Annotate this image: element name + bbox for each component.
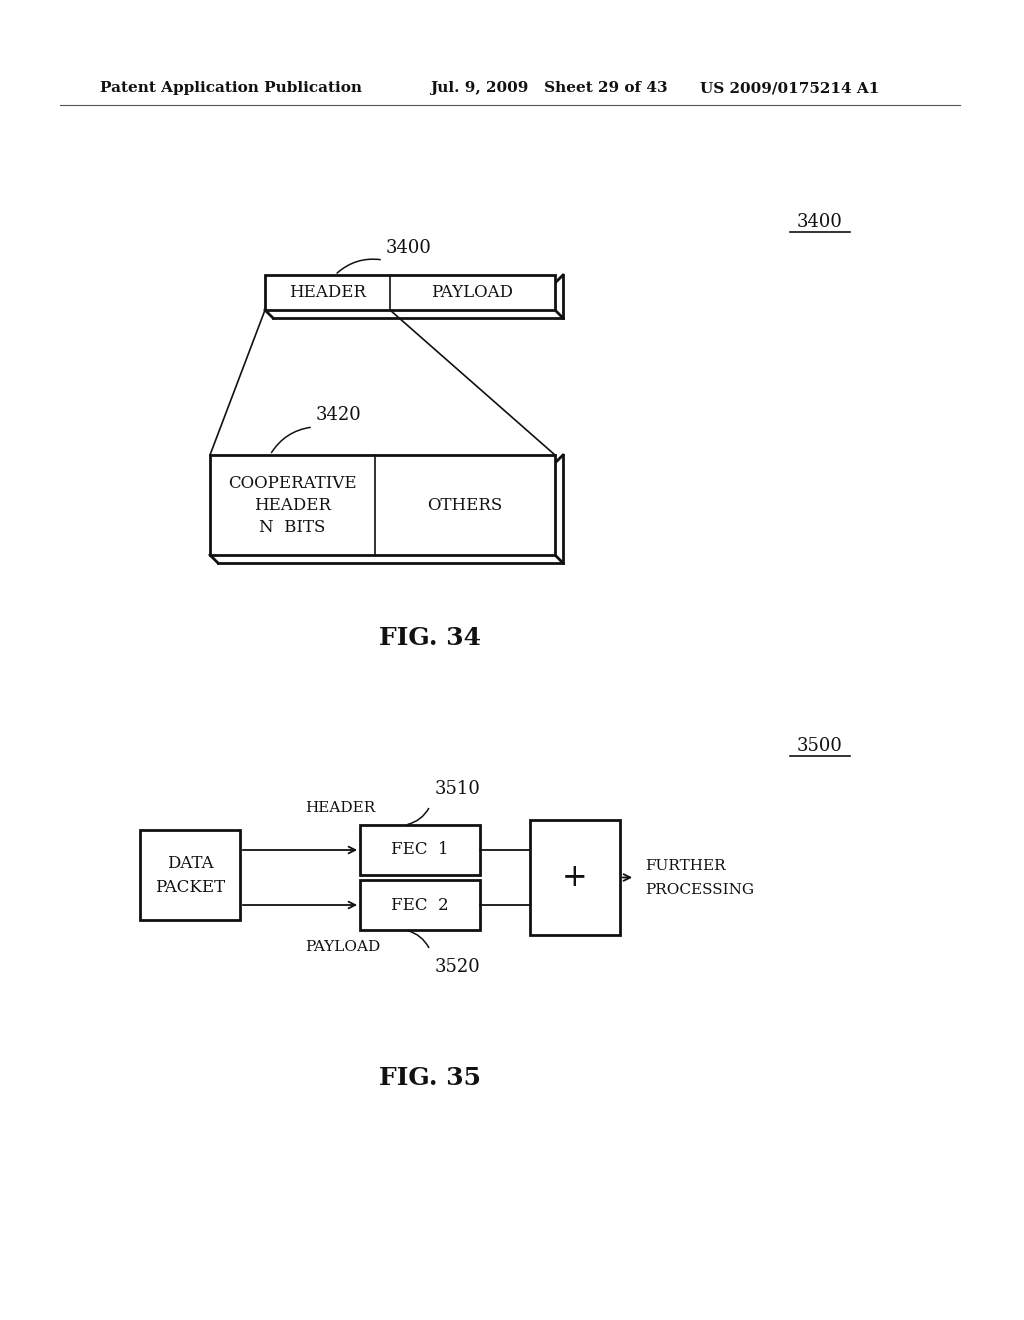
Text: FIG. 35: FIG. 35 — [379, 1067, 481, 1090]
Text: COOPERATIVE: COOPERATIVE — [228, 474, 356, 491]
Text: FURTHER: FURTHER — [645, 858, 726, 873]
Text: 3400: 3400 — [797, 213, 843, 231]
Text: HEADER: HEADER — [305, 801, 375, 814]
Text: HEADER: HEADER — [289, 284, 366, 301]
Text: PAYLOAD: PAYLOAD — [431, 284, 513, 301]
Text: 3420: 3420 — [316, 407, 361, 424]
Bar — [360, 880, 480, 931]
Text: Patent Application Publication: Patent Application Publication — [100, 81, 362, 95]
Text: N  BITS: N BITS — [259, 519, 326, 536]
Text: 3500: 3500 — [797, 737, 843, 755]
Text: DATA: DATA — [167, 854, 213, 871]
Bar — [530, 820, 620, 935]
Text: FIG. 34: FIG. 34 — [379, 626, 481, 649]
Text: Jul. 9, 2009   Sheet 29 of 43: Jul. 9, 2009 Sheet 29 of 43 — [430, 81, 668, 95]
Bar — [140, 830, 240, 920]
Bar — [360, 825, 480, 875]
Text: 3400: 3400 — [386, 239, 432, 257]
Text: 3510: 3510 — [435, 780, 481, 799]
Text: 3520: 3520 — [435, 958, 480, 975]
Bar — [265, 275, 555, 310]
Text: HEADER: HEADER — [254, 496, 331, 513]
Text: FEC  1: FEC 1 — [391, 842, 449, 858]
Text: PAYLOAD: PAYLOAD — [305, 940, 380, 954]
Text: PROCESSING: PROCESSING — [645, 883, 754, 896]
Bar — [210, 455, 555, 554]
Text: OTHERS: OTHERS — [427, 496, 503, 513]
Text: FEC  2: FEC 2 — [391, 896, 449, 913]
Text: US 2009/0175214 A1: US 2009/0175214 A1 — [700, 81, 880, 95]
Text: PACKET: PACKET — [155, 879, 225, 895]
Text: +: + — [562, 862, 588, 894]
